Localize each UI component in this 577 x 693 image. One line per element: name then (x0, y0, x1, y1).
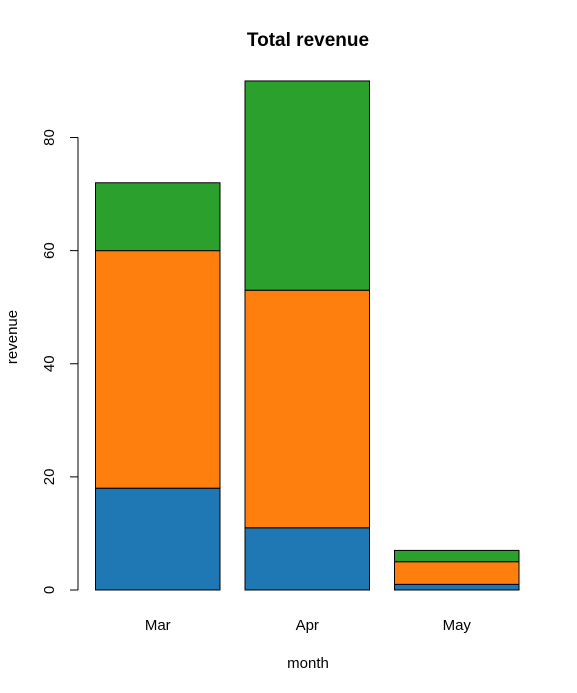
bar-may-segment-1 (394, 583, 520, 591)
y-axis-label: revenue (4, 310, 21, 364)
y-axis: 0 20 40 60 80 (41, 129, 79, 594)
y-tick-label: 60 (41, 242, 58, 259)
x-tick-label: Mar (145, 617, 171, 634)
bars (95, 80, 520, 591)
chart-title: Total revenue (247, 30, 369, 51)
x-tick-labels: Mar Apr May (145, 617, 472, 634)
bar-apr-segment-3 (244, 80, 370, 291)
x-tick-label: Apr (296, 617, 319, 634)
y-tick-label: 20 (41, 469, 58, 486)
bar-apr-segment-2 (244, 289, 370, 529)
x-tick-label: May (443, 617, 472, 634)
bar-mar-segment-3 (95, 182, 221, 252)
bar-mar-segment-2 (95, 250, 221, 489)
y-tick-label: 0 (41, 586, 58, 594)
x-axis-label: month (287, 655, 329, 672)
y-tick-label: 40 (41, 355, 58, 372)
y-tick-label: 80 (41, 129, 58, 146)
bar-may-segment-3 (394, 549, 520, 563)
bar-may-segment-2 (394, 561, 520, 585)
bar-mar-segment-1 (95, 487, 221, 591)
bar-apr-segment-1 (244, 527, 370, 591)
